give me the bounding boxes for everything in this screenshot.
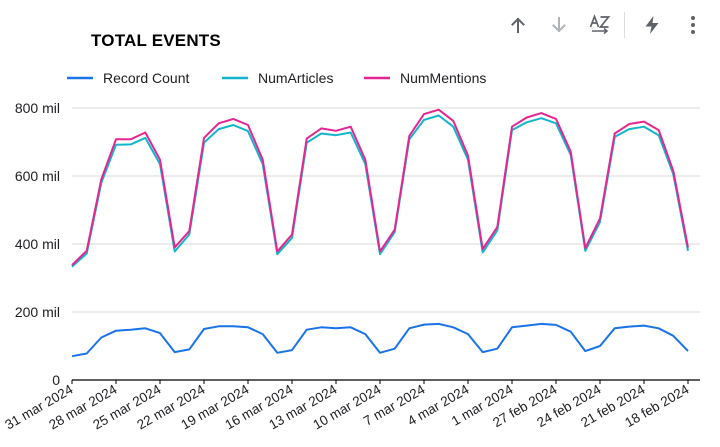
sort-descending-button[interactable] [544, 10, 574, 40]
chart-toolbar [492, 10, 708, 40]
legend-label: Record Count [103, 70, 189, 86]
legend-label: NumArticles [258, 70, 333, 86]
az-sort-icon [589, 14, 611, 35]
y-tick-label: 600 mil [15, 168, 60, 184]
vertical-ellipsis-icon [691, 16, 695, 34]
lightning-icon [645, 16, 659, 34]
legend-label: NumMentions [400, 70, 486, 86]
arrow-up-icon [511, 17, 525, 33]
sort-alphabetical-button[interactable] [585, 10, 615, 40]
y-tick-label: 0 [52, 372, 60, 388]
y-tick-label: 800 mil [15, 100, 60, 116]
y-axis-ticks: 0 200 mil 400 mil 600 mil 800 mil [15, 100, 60, 388]
sort-ascending-button[interactable] [503, 10, 533, 40]
series-line-numarticles [71, 114, 689, 268]
y-tick-label: 200 mil [15, 304, 60, 320]
y-tick-label: 400 mil [15, 236, 60, 252]
chart-legend: Record Count NumArticles NumMentions [67, 70, 486, 86]
chart-title: TOTAL EVENTS [91, 31, 221, 50]
more-options-button[interactable] [678, 10, 708, 40]
series-line-nummentions [71, 108, 689, 266]
arrow-down-icon [552, 17, 566, 33]
chart-series [71, 108, 689, 358]
insights-button[interactable] [637, 10, 667, 40]
chart-gridlines [72, 107, 700, 313]
toolbar-divider [624, 12, 625, 38]
series-line-record-count [71, 322, 689, 358]
